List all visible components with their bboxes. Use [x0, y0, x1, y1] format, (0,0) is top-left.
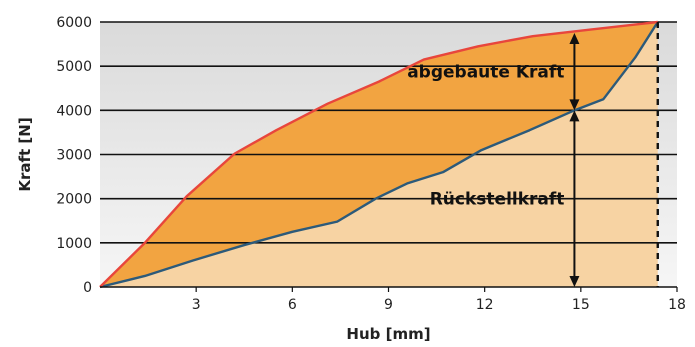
x-tick-label-9: 9	[384, 297, 393, 313]
x-tick-label-12: 12	[476, 297, 494, 313]
annotation-label-0: abgebaute Kraft	[407, 63, 564, 83]
x-tick-label-3: 3	[192, 297, 201, 313]
annotation-arrow-1-head-bottom	[569, 276, 580, 287]
x-axis-title: Hub [mm]	[346, 325, 430, 343]
annotation-arrow-1-head-top	[569, 110, 580, 122]
loading-curve-line	[99, 20, 658, 288]
x-tick-label-18: 18	[668, 297, 686, 313]
y-tick-label-0: 0	[83, 280, 92, 296]
y-tick-label-6000: 6000	[56, 15, 92, 31]
y-tick-label-5000: 5000	[56, 59, 92, 75]
annotation-arrow-0-head-bottom	[569, 99, 580, 111]
restoring-force-area	[100, 22, 658, 287]
x-tick-label-15: 15	[572, 297, 590, 313]
return-curve-line	[99, 21, 659, 289]
annotation-label-1: Rückstellkraft	[430, 190, 565, 210]
y-axis-title: Kraft [N]	[16, 117, 34, 191]
annotation-arrow-0-head-top	[569, 33, 580, 45]
x-tick-label-6: 6	[288, 297, 297, 313]
annotation-arrow-1	[569, 110, 580, 287]
y-tick-label-2000: 2000	[56, 192, 92, 208]
y-tick-label-1000: 1000	[56, 236, 92, 252]
y-tick-label-3000: 3000	[56, 148, 92, 164]
y-tick-label-4000: 4000	[56, 103, 92, 119]
annotation-arrow-0	[569, 33, 580, 111]
